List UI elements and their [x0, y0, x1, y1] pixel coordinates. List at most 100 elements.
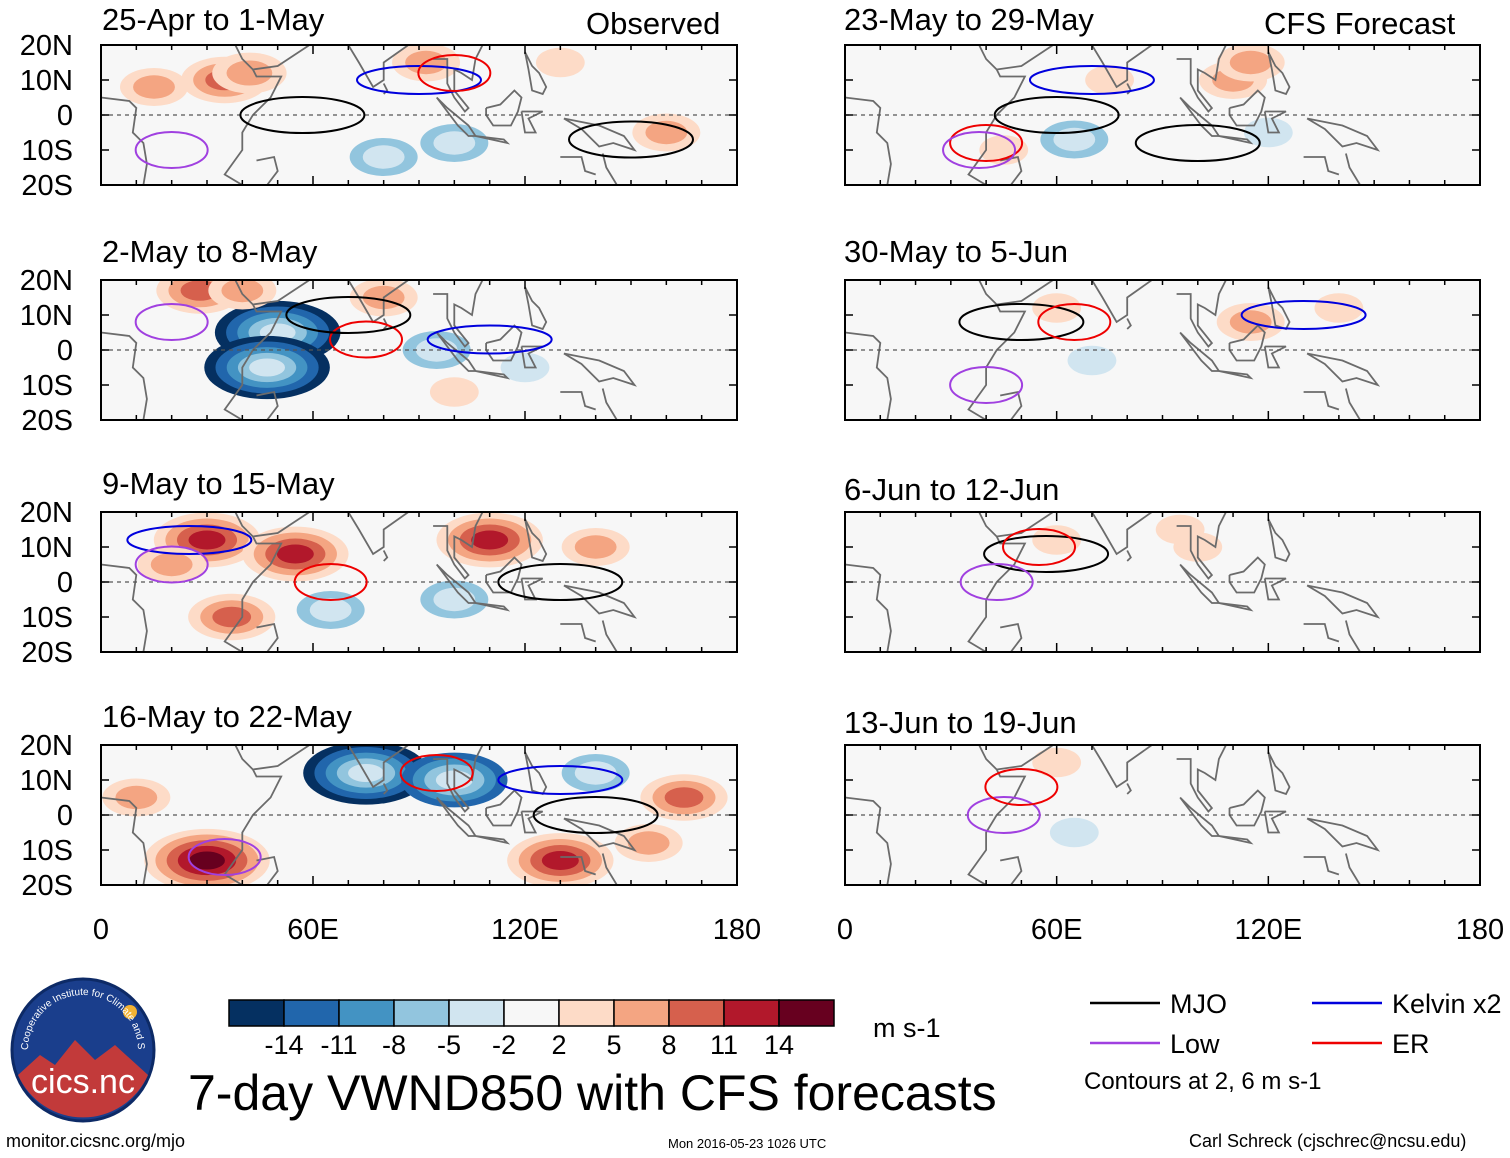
footer-author: Carl Schreck (cjschrec@ncsu.edu) — [1189, 1131, 1467, 1151]
colorbar-swatch — [668, 999, 725, 1027]
coastline — [1267, 51, 1291, 96]
coastline — [101, 563, 148, 652]
contour-kelvin — [497, 765, 624, 795]
coastline — [1126, 783, 1132, 795]
x-tick-label: 60E — [1031, 914, 1083, 946]
contour-kelvin — [356, 65, 482, 95]
coastline — [1303, 856, 1340, 876]
x-tick-label: 120E — [491, 914, 559, 946]
coastline — [1081, 512, 1153, 556]
coastline — [601, 388, 618, 420]
vwnd-anomaly — [226, 60, 273, 86]
y-tick-label: 0 — [57, 567, 73, 599]
contour-kelvin — [426, 324, 553, 355]
coastline — [996, 280, 1054, 306]
coastline — [560, 856, 596, 876]
vwnd-anomaly — [429, 377, 479, 407]
coastline — [256, 855, 279, 885]
coastline — [845, 563, 892, 652]
vwnd-anomaly — [133, 75, 175, 99]
vwnd-anomaly — [249, 358, 286, 377]
coastline — [524, 518, 548, 563]
coastline — [252, 45, 310, 71]
panel-title: 23-May to 29-May — [844, 2, 1094, 37]
vwnd-anomaly — [362, 145, 405, 169]
coastline — [433, 512, 484, 580]
coastline — [252, 745, 310, 771]
coastline — [1306, 117, 1381, 152]
y-tick-label: 20S — [21, 870, 73, 902]
vwnd-anomaly — [150, 552, 193, 577]
y-tick-label: 10S — [21, 135, 73, 167]
colorbar-swatch — [448, 999, 505, 1027]
vwnd-anomaly — [415, 338, 458, 362]
colorbar-tick-label: -11 — [320, 1030, 357, 1060]
panel-fcst-2 — [844, 279, 1481, 421]
x-tick-label: 180 — [713, 914, 761, 946]
coastline — [382, 550, 389, 562]
panel-fcst-3 — [844, 511, 1481, 653]
colorbar-swatch — [613, 999, 670, 1027]
vwnd-anomaly — [1085, 65, 1134, 95]
y-tick-label: 20N — [20, 497, 73, 529]
contour-mjo — [239, 96, 366, 134]
coastline — [337, 45, 409, 89]
contour-er — [329, 320, 403, 359]
coastline — [1228, 789, 1266, 827]
coastline — [485, 89, 523, 127]
colorbar-swatch — [283, 999, 340, 1027]
vwnd-anomaly — [574, 761, 617, 785]
coastline — [563, 117, 637, 152]
coastline — [1126, 550, 1132, 562]
coastline — [256, 390, 279, 420]
contour-low — [187, 838, 262, 876]
y-tick-label: 10N — [20, 300, 73, 332]
y-tick-label: 0 — [57, 100, 73, 132]
main-title: 7-day VWND850 with CFS forecasts — [188, 1065, 997, 1121]
coastline — [433, 280, 484, 348]
coastline — [601, 620, 618, 652]
contour-er — [1037, 303, 1112, 341]
colorbar-swatch — [503, 999, 560, 1027]
contour-mjo — [497, 563, 624, 601]
coastline — [433, 45, 484, 113]
legend-note: Contours at 2, 6 m s-1 — [1084, 1068, 1322, 1095]
panel-title: 16-May to 22-May — [102, 699, 352, 734]
coastline — [1126, 318, 1132, 330]
y-tick-label: 20N — [20, 265, 73, 297]
vwnd-anomaly — [188, 530, 226, 550]
coastline — [1000, 155, 1023, 185]
vwnd-anomaly — [535, 47, 585, 78]
contour-er — [417, 54, 492, 92]
coastline — [223, 45, 283, 185]
colorbar-tick-label: -5 — [437, 1030, 461, 1060]
vwnd-anomaly — [276, 544, 314, 564]
coastline — [845, 796, 892, 885]
legend-label-mjo: MJO — [1170, 989, 1227, 1019]
panels-layer: 20N10N010S20S20N10N010S20S20N10N010S20S2… — [20, 30, 1481, 902]
coastline — [1176, 512, 1227, 580]
coastline — [996, 45, 1054, 71]
coastline — [524, 51, 548, 96]
coastline — [1081, 45, 1153, 89]
coastline — [601, 853, 618, 885]
colorbar-unit: m s-1 — [873, 1013, 941, 1043]
contour-mjo — [993, 96, 1120, 134]
y-tick-label: 20N — [20, 30, 73, 62]
logo-mountains — [18, 1040, 148, 1118]
coastline — [1345, 153, 1361, 185]
contour-low — [134, 545, 209, 584]
coastline — [520, 110, 544, 134]
colorbar-tick-label: -8 — [382, 1030, 406, 1060]
coastline — [1218, 370, 1254, 380]
vwnd-anomaly — [471, 530, 509, 550]
coastline — [1228, 89, 1266, 127]
coastline — [1000, 390, 1023, 420]
vwnd-anomaly — [221, 280, 264, 303]
legend-label-er: ER — [1392, 1029, 1430, 1059]
coastline — [1267, 518, 1291, 563]
contour-kelvin — [1028, 65, 1155, 95]
